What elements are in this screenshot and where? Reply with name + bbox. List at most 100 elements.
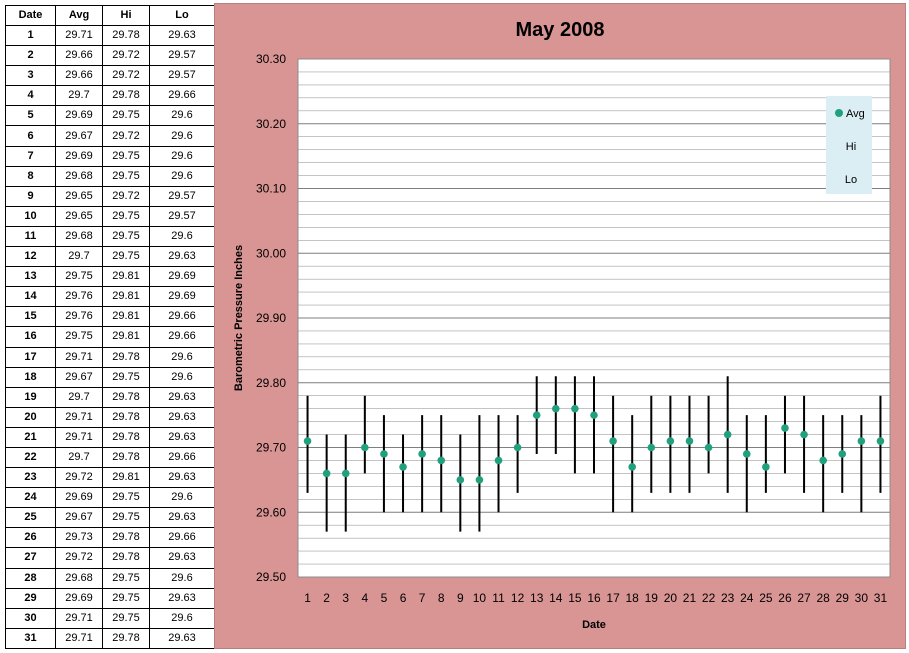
table-row: 21 29.71 29.78 29.63	[5, 426, 215, 448]
x-tick-label: 28	[816, 591, 830, 605]
cell-date: 30	[5, 607, 56, 629]
cell-lo: 29.63	[149, 507, 215, 529]
table-row: 4 29.7 29.78 29.66	[5, 85, 215, 107]
cell-lo: 29.6	[149, 607, 215, 629]
avg-point	[876, 437, 885, 445]
avg-point	[685, 437, 694, 445]
cell-date: 14	[5, 286, 56, 308]
cell-avg: 29.71	[55, 627, 103, 650]
cell-avg: 29.67	[55, 507, 103, 529]
cell-hi: 29.78	[102, 346, 150, 368]
cell-avg: 29.7	[55, 386, 103, 408]
data-table: Date Avg Hi Lo 1 29.71 29.78 29.63 2 29.66 29.…	[5, 5, 215, 650]
cell-lo: 29.63	[149, 467, 215, 489]
table-row: 22 29.7 29.78 29.66	[5, 446, 215, 469]
cell-avg: 29.65	[55, 185, 103, 207]
x-tick-label: 5	[381, 591, 388, 605]
hi-lo-bars	[306, 376, 882, 532]
table-row: 31 29.71 29.78 29.63	[5, 627, 215, 650]
avg-point	[857, 437, 866, 445]
cell-avg: 29.67	[55, 125, 103, 147]
avg-point	[742, 450, 751, 458]
y-tick-label: 29.50	[256, 570, 286, 584]
avg-point	[399, 463, 407, 471]
avg-point	[571, 404, 579, 413]
cell-date: 12	[5, 246, 56, 268]
table-row: 7 29.69 29.75 29.6	[5, 145, 215, 167]
x-tick-label: 30	[855, 591, 869, 605]
chart-panel: May 2008 29.50 29.60 29.70 29.80 29.90 30.00 3…	[214, 3, 906, 649]
cell-lo: 29.63	[149, 24, 215, 47]
cell-lo: 29.63	[149, 246, 215, 268]
cell-hi: 29.81	[102, 467, 150, 489]
avg-point	[628, 463, 636, 471]
table-row: 20 29.71 29.78 29.63	[5, 406, 215, 428]
cell-avg: 29.7	[55, 446, 103, 469]
x-tick-label: 14	[549, 591, 563, 605]
table-row: 25 29.67 29.75 29.63	[5, 507, 215, 529]
y-tick-label: 30.30	[256, 52, 286, 66]
cell-date: 1	[5, 24, 56, 47]
cell-avg: 29.71	[55, 607, 103, 629]
x-tick-label: 2	[323, 591, 330, 605]
avg-point	[552, 404, 560, 413]
x-tick-label: 9	[457, 591, 464, 605]
cell-date: 29	[5, 587, 56, 609]
cell-hi: 29.72	[102, 125, 150, 147]
table-row: 12 29.7 29.75 29.63	[5, 246, 215, 268]
x-tick-label: 13	[530, 591, 544, 605]
cell-hi: 29.78	[102, 547, 150, 569]
cell-date: 23	[5, 467, 56, 489]
x-tick-label: 10	[473, 591, 487, 605]
x-tick-label: 4	[361, 591, 368, 605]
table-row: 6 29.67 29.72 29.6	[5, 125, 215, 147]
table-row: 18 29.67 29.75 29.6	[5, 366, 215, 388]
avg-point	[762, 463, 770, 471]
avg-point	[838, 450, 847, 458]
cell-date: 11	[5, 225, 56, 248]
cell-hi: 29.78	[102, 527, 150, 549]
cell-avg: 29.66	[55, 45, 103, 67]
cell-lo: 29.66	[149, 326, 215, 348]
cell-date: 5	[5, 105, 56, 127]
cell-avg: 29.69	[55, 145, 103, 167]
table-header-row: Date Avg Hi Lo	[5, 5, 215, 26]
cell-hi: 29.75	[102, 145, 150, 167]
avg-point	[418, 450, 426, 458]
avg-point	[341, 469, 350, 478]
cell-lo: 29.6	[149, 366, 215, 388]
cell-hi: 29.72	[102, 185, 150, 207]
cell-avg: 29.7	[55, 246, 103, 268]
cell-hi: 29.75	[102, 507, 150, 529]
cell-lo: 29.69	[149, 266, 215, 288]
header-lo: Lo	[149, 5, 215, 26]
table-row: 11 29.68 29.75 29.6	[5, 225, 215, 248]
cell-date: 7	[5, 145, 56, 167]
x-tick-label: 15	[568, 591, 582, 605]
avg-point	[666, 437, 675, 445]
table-row: 8 29.68 29.75 29.6	[5, 165, 215, 187]
y-tick-label: 30.10	[256, 182, 286, 196]
legend-hi-label: Hi	[846, 141, 856, 153]
y-tick-label: 29.60	[256, 505, 286, 519]
y-tick-label: 30.00	[256, 246, 286, 260]
table-row: 15 29.76 29.81 29.66	[5, 306, 215, 328]
cell-avg: 29.76	[55, 306, 103, 328]
x-tick-label: 8	[438, 591, 445, 605]
x-tick-label: 3	[342, 591, 349, 605]
y-tick-label: 29.70	[256, 441, 286, 455]
cell-hi: 29.75	[102, 246, 150, 268]
cell-date: 28	[5, 567, 56, 589]
cell-avg: 29.69	[55, 587, 103, 609]
avg-point	[303, 437, 312, 445]
cell-date: 10	[5, 205, 56, 227]
avg-point	[475, 476, 484, 484]
avg-point	[723, 430, 732, 439]
table-row: 28 29.68 29.75 29.6	[5, 567, 215, 589]
cell-avg: 29.68	[55, 567, 103, 589]
table-row: 3 29.66 29.72 29.57	[5, 65, 215, 87]
cell-lo: 29.6	[149, 145, 215, 167]
cell-avg: 29.7	[55, 85, 103, 107]
cell-avg: 29.68	[55, 225, 103, 248]
avg-point	[494, 456, 503, 465]
